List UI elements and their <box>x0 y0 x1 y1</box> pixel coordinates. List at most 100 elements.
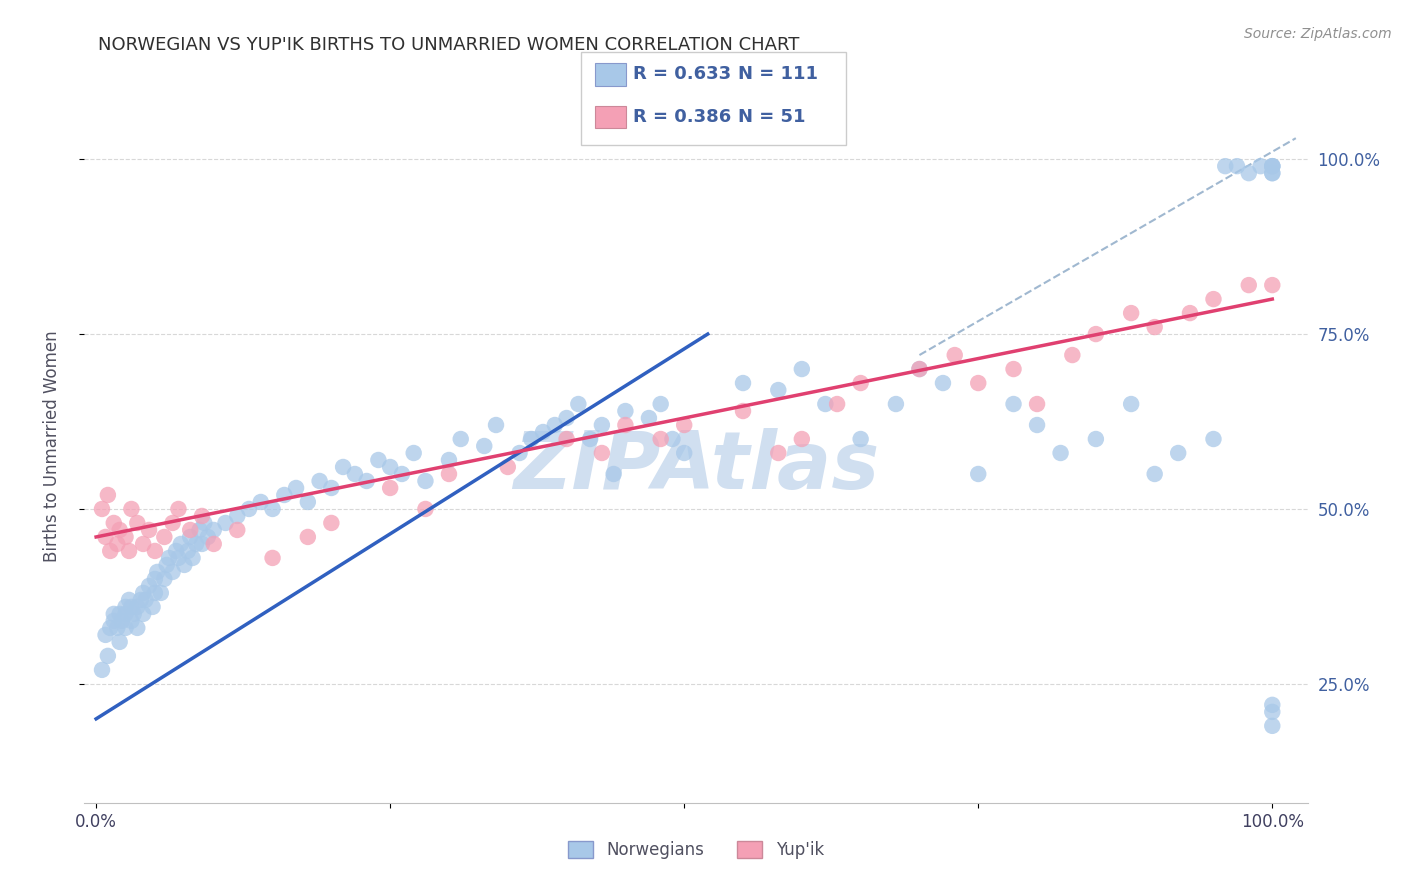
Point <box>849 432 872 446</box>
Point <box>967 467 990 481</box>
Point <box>496 460 519 475</box>
Point <box>132 607 155 621</box>
Point <box>108 635 131 649</box>
Text: N = 51: N = 51 <box>738 108 806 126</box>
Point <box>673 446 696 460</box>
Point <box>825 397 848 411</box>
Point <box>120 599 142 614</box>
Point <box>122 607 145 621</box>
Point <box>202 537 225 551</box>
Text: Source: ZipAtlas.com: Source: ZipAtlas.com <box>1244 27 1392 41</box>
Point <box>129 593 152 607</box>
Point <box>1026 397 1049 411</box>
Point <box>184 537 207 551</box>
Point <box>1002 397 1025 411</box>
Point <box>650 432 672 446</box>
Point <box>520 432 543 446</box>
Point <box>135 593 157 607</box>
Point <box>132 586 155 600</box>
Point <box>472 439 495 453</box>
Point <box>1261 159 1284 173</box>
Point <box>768 383 790 397</box>
Point <box>614 404 637 418</box>
Point <box>437 467 460 481</box>
Point <box>127 516 149 530</box>
Point <box>181 550 204 565</box>
Point <box>191 508 214 523</box>
Point <box>1062 348 1084 362</box>
Point <box>768 446 790 460</box>
Point <box>555 432 578 446</box>
Point <box>173 558 195 572</box>
Point <box>103 614 125 628</box>
Point <box>97 488 120 502</box>
Point <box>149 586 172 600</box>
Point <box>531 425 554 439</box>
Point <box>157 550 180 565</box>
Point <box>179 530 201 544</box>
Point <box>162 565 184 579</box>
Point <box>226 508 249 523</box>
Point <box>650 397 672 411</box>
Point <box>156 558 179 572</box>
Point <box>153 572 176 586</box>
Point <box>143 544 166 558</box>
Point <box>1261 166 1284 180</box>
Point <box>167 502 190 516</box>
Point <box>591 446 613 460</box>
Point <box>967 376 990 390</box>
Point <box>214 516 236 530</box>
Point <box>1049 446 1071 460</box>
Point <box>146 565 169 579</box>
Point <box>127 621 149 635</box>
Point <box>1084 327 1107 342</box>
Point <box>1026 417 1049 432</box>
Point <box>1237 166 1260 180</box>
Text: NORWEGIAN VS YUP'IK BIRTHS TO UNMARRIED WOMEN CORRELATION CHART: NORWEGIAN VS YUP'IK BIRTHS TO UNMARRIED … <box>98 36 800 54</box>
Point <box>638 411 661 425</box>
Point <box>142 599 165 614</box>
Point <box>356 474 378 488</box>
Point <box>105 537 128 551</box>
Point <box>1261 705 1284 719</box>
Text: N = 111: N = 111 <box>738 65 818 83</box>
Point <box>1084 432 1107 446</box>
Point <box>273 488 295 502</box>
Point <box>153 530 176 544</box>
Point <box>367 453 389 467</box>
Point <box>202 523 225 537</box>
Point <box>509 446 531 460</box>
Point <box>91 663 114 677</box>
Point <box>1261 719 1284 733</box>
Point <box>321 481 343 495</box>
Point <box>602 467 624 481</box>
Point <box>114 607 136 621</box>
Point <box>114 530 136 544</box>
Point <box>884 397 907 411</box>
Point <box>943 348 966 362</box>
Point <box>932 376 955 390</box>
Point <box>188 523 211 537</box>
Point <box>249 495 271 509</box>
Point <box>1226 159 1249 173</box>
Point <box>138 523 160 537</box>
Point <box>591 417 613 432</box>
Point <box>262 502 284 516</box>
Point <box>94 530 117 544</box>
Point <box>790 362 813 376</box>
Point <box>673 417 696 432</box>
Point <box>1237 278 1260 293</box>
Point <box>120 614 142 628</box>
Point <box>614 417 637 432</box>
Point <box>1202 292 1225 306</box>
Point <box>849 376 872 390</box>
Point <box>544 417 567 432</box>
Y-axis label: Births to Unmarried Women: Births to Unmarried Women <box>42 330 60 562</box>
Point <box>485 417 508 432</box>
Point <box>97 648 120 663</box>
Point <box>579 432 602 446</box>
Point <box>814 397 837 411</box>
Point <box>114 621 136 635</box>
Point <box>143 586 166 600</box>
Point <box>177 544 200 558</box>
